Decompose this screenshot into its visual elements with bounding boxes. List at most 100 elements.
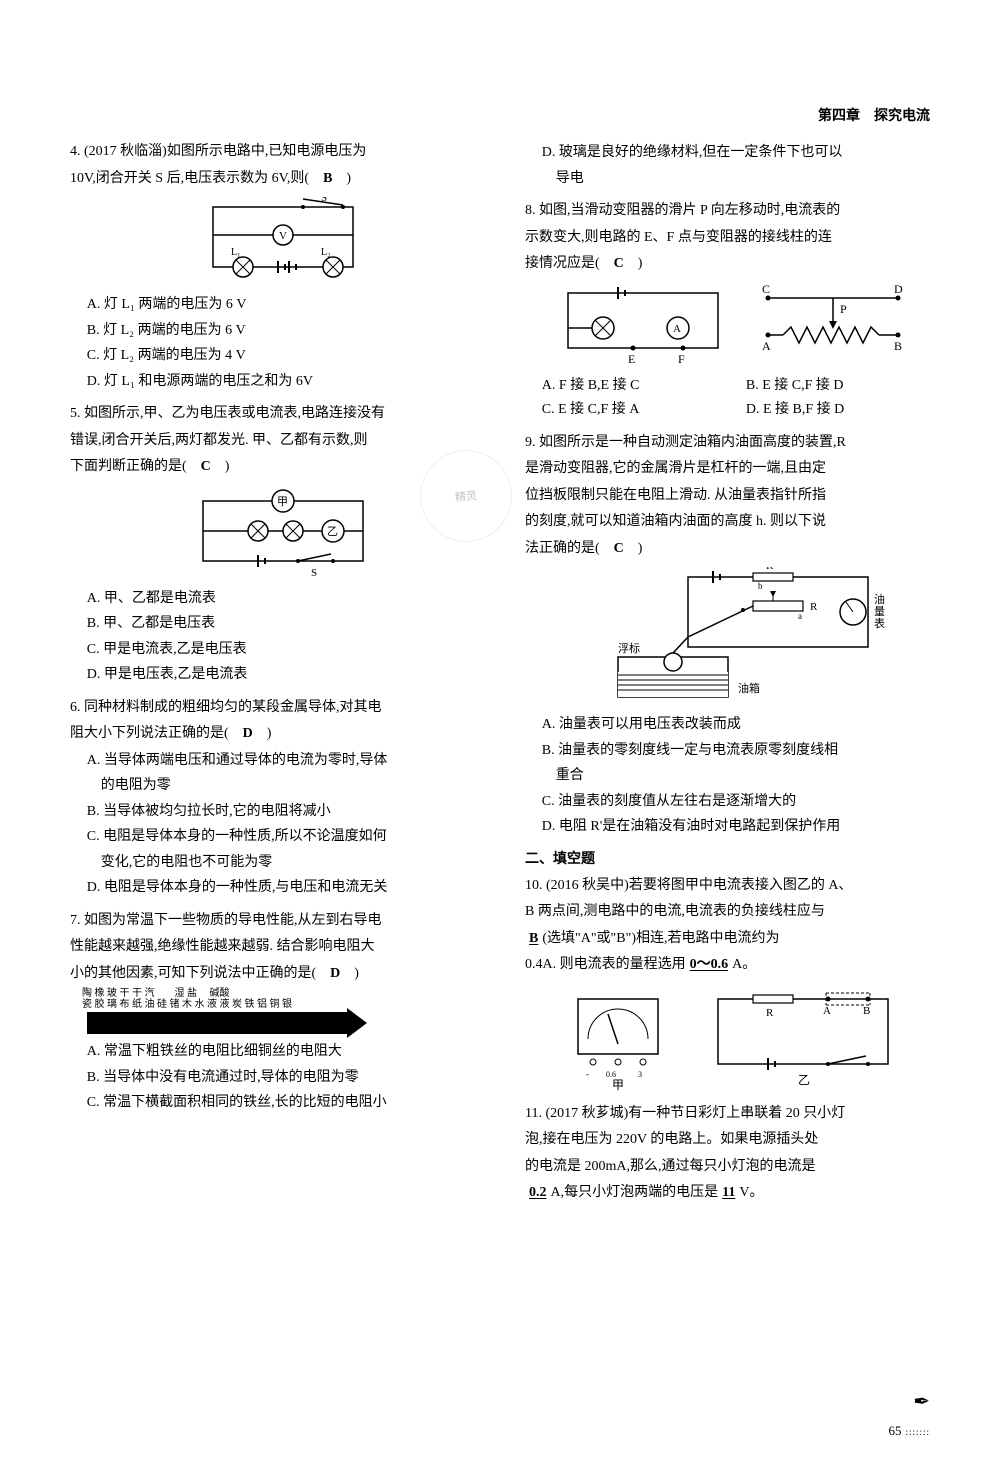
q6-optB: B. 当导体被均匀拉长时,它的电阻将减小 (87, 800, 495, 825)
q10-s2: B 两点间,测电路中的电流,电流表的负接线柱应与 (525, 900, 950, 925)
svg-text:A: A (823, 1005, 831, 1017)
q10-s3a: (选填"A"或"B")相连,若电路中电流约为 (542, 931, 779, 946)
q9-s4: 的刻度,就可以知道油箱内油面的高度 h. 则以下说 (525, 510, 950, 535)
q4-optA: A. 灯 L₁ 两端的电压为 6 V (87, 293, 495, 318)
q9-s3: 位挡板限制只能在电阻上滑动. 从油量表指针所指 (525, 484, 950, 509)
svg-text:C: C (762, 283, 770, 296)
q10-figure: -0.63 甲 R A B (525, 984, 950, 1094)
q8-optB: B. E 接 C,F 接 D (746, 374, 950, 399)
q9-optC: C. 油量表的刻度值从左往右是逐渐增大的 (542, 790, 950, 815)
q10-blank2: 0～0.6 (686, 957, 733, 972)
q9-optA: A. 油量表可以用电压表改装而成 (542, 713, 950, 738)
svg-text:表: 表 (874, 616, 885, 630)
right-column: D. 玻璃是良好的绝缘材料,但在一定条件下也可以 导电 8. 如图,当滑动变阻器… (525, 140, 950, 1214)
q6-options: A. 当导体两端电压和通过导体的电流为零时,导体 的电阻为零 B. 当导体被均匀… (87, 749, 495, 901)
q5-answer: C (201, 459, 211, 474)
svg-text:R': R' (766, 567, 775, 572)
q6-s2b: ) (253, 726, 272, 741)
q7-materials-bot: 瓷 胶 璃 布 纸 油 硅 锗 木 水 液 液 炭 铁 铝 铜 银 (82, 999, 495, 1010)
question-7d: D. 玻璃是良好的绝缘材料,但在一定条件下也可以 导电 (525, 141, 950, 191)
svg-text:L₁: L₁ (231, 247, 241, 258)
q8-optA: A. F 接 B,E 接 C (542, 374, 746, 399)
q9-figure: R' R b a (525, 567, 950, 707)
svg-text:b: b (758, 581, 763, 591)
svg-text:F: F (678, 352, 685, 366)
svg-text:乙: 乙 (327, 525, 338, 538)
q10-s4: 0.4A. 则电流表的量程选用0～0.6A。 (525, 953, 950, 978)
q10-s3: B(选填"A"或"B")相连,若电路中电流约为 (525, 927, 950, 952)
q8-options: A. F 接 B,E 接 C B. E 接 C,F 接 D C. E 接 C,F… (542, 374, 950, 423)
q10-s1: 10. (2016 秋吴中)若要将图甲中电流表接入图乙的 A、 (525, 874, 950, 899)
q4-stem2a: 10V,闭合开关 S 后,电压表示数为 6V,则( (70, 171, 323, 186)
chapter-header: 第四章 探究电流 (818, 105, 930, 125)
svg-text:S: S (321, 197, 327, 204)
svg-text:a: a (798, 611, 802, 621)
q8-answer: C (614, 256, 624, 271)
question-8: 8. 如图,当滑动变阻器的滑片 P 向左移动时,电流表的 示数变大,则电路的 E… (525, 199, 950, 423)
svg-text:乙: 乙 (798, 1073, 810, 1087)
q7-s2: 性能越来越强,绝缘性能越来越弱. 结合影响电阻大 (70, 935, 495, 960)
q4-options: A. 灯 L₁ 两端的电压为 6 V B. 灯 L₂ 两端的电压为 6 V C.… (87, 293, 495, 394)
q5-optA: A. 甲、乙都是电流表 (87, 587, 495, 612)
q6-optD: D. 电阻是导体本身的一种性质,与电压和电流无关 (87, 876, 495, 901)
q5-s3b: ) (211, 459, 230, 474)
q8-figure: A E F C D P (525, 283, 950, 368)
q6-answer: D (243, 726, 253, 741)
q5-s3a: 下面判断正确的是( (70, 459, 201, 474)
q5-optB: B. 甲、乙都是电压表 (87, 612, 495, 637)
svg-text:R: R (766, 1007, 774, 1019)
svg-text:V: V (279, 230, 287, 242)
q5-options: A. 甲、乙都是电流表 B. 甲、乙都是电压表 C. 甲是电流表,乙是电压表 D… (87, 587, 495, 688)
left-column: 4. (2017 秋临淄)如图所示电路中,已知电源电压为 10V,闭合开关 S … (70, 140, 495, 1214)
q4-answer: B (323, 171, 332, 186)
svg-text:甲: 甲 (277, 496, 288, 508)
svg-text:浮标: 浮标 (618, 641, 640, 655)
q6-optA2: 的电阻为零 (101, 774, 495, 799)
q7-optC: C. 常温下横截面积相同的铁丝,长的比短的电阻小 (87, 1091, 495, 1116)
q6-optA1: A. 当导体两端电压和通过导体的电流为零时,导体 (87, 749, 495, 774)
question-6: 6. 同种材料制成的粗细均匀的某段金属导体,对其电 阻大小下列说法正确的是( D… (70, 696, 495, 901)
page-number-text: 65 (888, 1423, 901, 1438)
q7-optD2: 导电 (556, 167, 950, 192)
q7-optA: A. 常温下粗铁丝的电阻比细铜丝的电阻大 (87, 1040, 495, 1065)
q6-s2a: 阻大小下列说法正确的是( (70, 726, 243, 741)
page-number-dots-icon: ::::::: (905, 1427, 930, 1437)
q4-figure: S V L₁ L₂ (70, 197, 495, 287)
footer-ornament-icon: ✒ (913, 1389, 930, 1414)
q5-s2: 错误,闭合开关后,两灯都发光. 甲、乙都有示数,则 (70, 429, 495, 454)
q11-s3: 的电流是 200mA,那么,通过每只小灯泡的电流是 (525, 1155, 950, 1180)
q11-s2: 泡,接在电压为 220V 的电路上。如果电源插头处 (525, 1128, 950, 1153)
q4-optD: D. 灯 L₁ 和电源两端的电压之和为 6V (87, 370, 495, 395)
q10-s4b: A。 (732, 957, 756, 972)
page-number: 65::::::: (888, 1423, 930, 1439)
q11-blank1: 0.2 (525, 1185, 551, 1200)
svg-text:A: A (762, 339, 771, 353)
q9-options: A. 油量表可以用电压表改装而成 B. 油量表的零刻度线一定与电流表原零刻度线相… (542, 713, 950, 840)
q8-s3: 接情况应是( C ) (525, 252, 950, 277)
q4-optC: C. 灯 L₂ 两端的电压为 4 V (87, 344, 495, 369)
q11-s4: 0.2A,每只小灯泡两端的电压是11V。 (525, 1181, 950, 1206)
q9-s5a: 法正确的是( (525, 541, 614, 556)
q9-optD: D. 电阻 R'是在油箱没有油时对电路起到保护作用 (542, 815, 950, 840)
svg-text:D: D (894, 283, 903, 296)
q9-s5b: ) (624, 541, 643, 556)
q10-s4a: 0.4A. 则电流表的量程选用 (525, 957, 686, 972)
q11-s4a: A,每只小灯泡两端的电压是 (551, 1185, 719, 1200)
svg-text:甲: 甲 (612, 1078, 624, 1092)
q8-s3b: ) (624, 256, 643, 271)
q9-s5: 法正确的是( C ) (525, 537, 950, 562)
q5-optC: C. 甲是电流表,乙是电压表 (87, 638, 495, 663)
svg-text:P: P (840, 302, 847, 316)
q8-optD: D. E 接 B,F 接 D (746, 398, 950, 423)
q11-s4b: V。 (739, 1185, 763, 1200)
q7-optD1: D. 玻璃是良好的绝缘材料,但在一定条件下也可以 (542, 141, 950, 166)
q7-s1: 7. 如图为常温下一些物质的导电性能,从左到右导电 (70, 909, 495, 934)
question-11: 11. (2017 秋芗城)有一种节日彩灯上串联着 20 只小灯 泡,接在电压为… (525, 1102, 950, 1206)
svg-text:量: 量 (874, 605, 885, 618)
question-7: 7. 如图为常温下一些物质的导电性能,从左到右导电 性能越来越强,绝缘性能越来越… (70, 909, 495, 1116)
q11-blank2: 11 (718, 1185, 739, 1200)
svg-text:R: R (810, 601, 818, 613)
q6-s1: 6. 同种材料制成的粗细均匀的某段金属导体,对其电 (70, 696, 495, 721)
question-9: 9. 如图所示是一种自动测定油箱内油面高度的装置,R 是滑动变阻器,它的金属滑片… (525, 431, 950, 840)
q7-s3a: 小的其他因素,可知下列说法中正确的是( (70, 966, 330, 981)
